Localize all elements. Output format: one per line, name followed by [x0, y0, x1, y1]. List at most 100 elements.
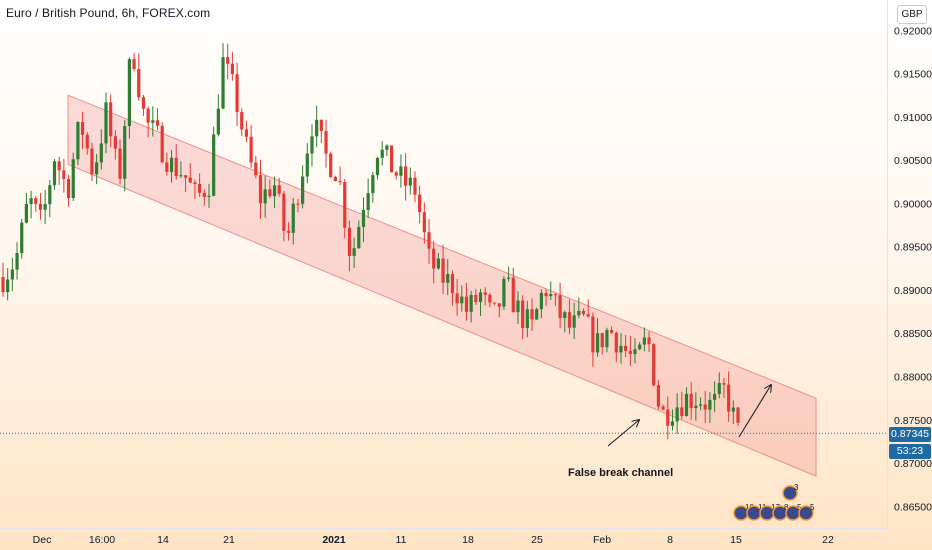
y-tick-label: 0.89000 [894, 285, 932, 297]
event-marker[interactable]: 3 [782, 483, 799, 501]
event-count: 5 [797, 503, 802, 512]
candle-body [179, 175, 183, 177]
candle-body [52, 161, 57, 186]
candle-body [464, 296, 469, 312]
y-tick-label: 0.87000 [894, 458, 932, 470]
candle-body [165, 162, 169, 172]
candle-body [109, 102, 113, 137]
candle-body [450, 274, 455, 294]
candle-body [343, 182, 347, 228]
candle-body [151, 120, 155, 123]
descending-channel [67, 94, 817, 477]
candle-body [516, 300, 520, 313]
candle-body [483, 292, 487, 295]
candle-body [174, 157, 178, 177]
candle-body [497, 303, 501, 307]
candle-body [132, 59, 136, 69]
candle-body [581, 310, 586, 315]
candle-body [502, 278, 506, 307]
candle-body [80, 122, 85, 135]
candle-body [670, 421, 675, 426]
candle-body [296, 203, 300, 205]
candle-body [202, 192, 206, 197]
candle-body [694, 405, 698, 409]
candle-body [221, 57, 225, 109]
candle-body [474, 294, 478, 303]
countdown-label: 53:23 [889, 444, 931, 459]
candle-body [268, 189, 272, 197]
currency-badge[interactable]: GBP [897, 5, 927, 24]
candle-body [29, 198, 33, 204]
x-tick-label: 8 [667, 534, 673, 546]
event-marker[interactable]: 5 [798, 503, 815, 521]
candle-body [169, 157, 174, 172]
false-break-arrow [607, 420, 639, 447]
candle-body [48, 185, 52, 205]
x-tick-label: 22 [822, 534, 834, 546]
candle-body [727, 384, 731, 412]
event-count: 3 [794, 483, 799, 492]
candle-body [642, 337, 646, 345]
candle-body [717, 383, 721, 394]
candle-body [577, 310, 581, 316]
candle-body [595, 333, 600, 353]
candle-body [712, 393, 717, 400]
candle-body [1, 276, 5, 293]
event-icon [782, 485, 798, 501]
candle-body [698, 404, 703, 406]
candle-body [34, 198, 38, 204]
candle-body [422, 212, 426, 233]
candle-body [258, 175, 263, 204]
candle-body [544, 292, 548, 297]
x-tick-label: 14 [157, 534, 169, 546]
candle-body [675, 407, 679, 422]
candle-body [310, 136, 314, 154]
candle-body [272, 185, 277, 197]
y-tick-label: 0.89500 [894, 242, 932, 254]
candle-body [371, 175, 375, 194]
candle-body [329, 153, 333, 177]
candle-body [708, 399, 712, 410]
candle-body [731, 407, 735, 412]
candle-body [113, 136, 117, 149]
candle-body [661, 406, 665, 410]
y-tick-label: 0.91000 [894, 112, 932, 124]
event-count: 5 [810, 503, 815, 512]
candle-body [263, 189, 267, 204]
candle-body [193, 182, 197, 184]
candle-body [375, 157, 380, 176]
price-axis[interactable] [887, 0, 888, 528]
candle-body [535, 309, 539, 320]
candle-body [85, 134, 89, 149]
time-axis[interactable] [0, 528, 888, 529]
candle-body [216, 108, 220, 135]
candle-body [469, 294, 473, 312]
candle-body [305, 153, 309, 177]
candle-body [20, 222, 24, 253]
candle-body [183, 175, 188, 178]
candle-body [291, 203, 295, 233]
y-tick-label: 0.88500 [894, 328, 932, 340]
candle-body [432, 248, 436, 269]
candle-body [619, 345, 623, 353]
y-tick-label: 0.88000 [894, 372, 932, 384]
candle-body [99, 143, 103, 163]
candle-body [572, 315, 576, 328]
candle-body [385, 145, 389, 150]
candle-body [207, 195, 211, 197]
candle-body [188, 177, 192, 183]
candle-body [352, 248, 356, 256]
candle-body [638, 344, 642, 350]
candle-body [567, 312, 572, 328]
candle-body [647, 337, 651, 345]
candle-body [736, 407, 740, 423]
candle-body [137, 68, 141, 98]
candle-body [418, 194, 422, 213]
candle-body [488, 294, 492, 303]
candle-body [76, 122, 80, 160]
candle-body [315, 119, 319, 137]
candle-body [624, 345, 628, 351]
x-tick-label: 25 [531, 534, 543, 546]
candle-body [539, 292, 543, 310]
